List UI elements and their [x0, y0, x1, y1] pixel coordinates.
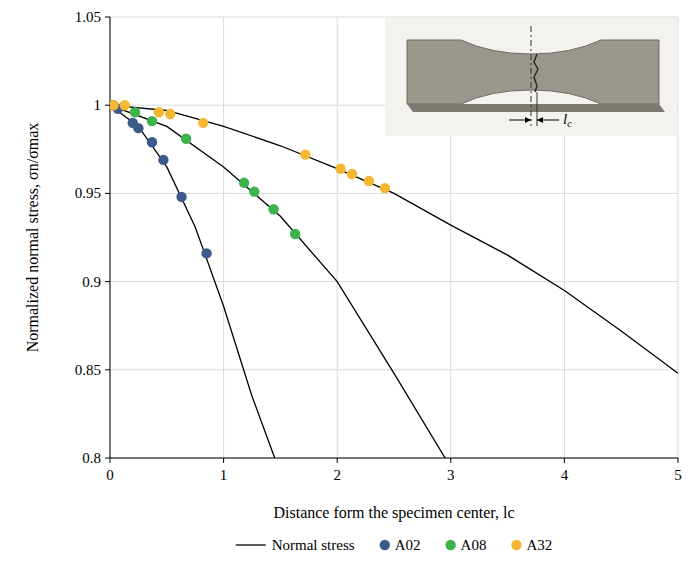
legend-swatch: [511, 540, 521, 550]
legend-label: A32: [526, 537, 552, 553]
inset-label: lc: [563, 111, 572, 129]
tick-mark: [564, 458, 565, 463]
data-point: [176, 192, 186, 202]
tick-label: 4: [561, 467, 569, 483]
legend: Normal stress A02 A08 A32: [236, 537, 553, 553]
grid-line: [110, 17, 678, 18]
tick-mark: [450, 458, 451, 463]
tick-label: 2: [333, 467, 341, 483]
grid-line: [110, 17, 111, 458]
y-axis: [110, 17, 111, 458]
legend-item: A02: [380, 537, 421, 553]
data-point: [110, 100, 119, 110]
legend-item: A08: [445, 537, 486, 553]
arrow-head: [525, 117, 531, 123]
grid-line: [223, 17, 224, 458]
tick-label: 1: [94, 97, 102, 113]
data-point: [158, 155, 168, 165]
tick-mark: [337, 458, 338, 463]
data-point: [147, 137, 157, 147]
tick-label: 0.85: [75, 362, 101, 378]
tick-mark: [678, 458, 679, 463]
data-point: [347, 169, 357, 179]
legend-swatch: [236, 544, 266, 545]
tick-label: 3: [447, 467, 455, 483]
grid-line: [110, 281, 678, 282]
data-point: [147, 116, 157, 126]
data-point: [201, 248, 211, 258]
tick-mark: [105, 105, 110, 106]
legend-label: Normal stress: [272, 537, 355, 553]
tick-label: 1: [220, 467, 228, 483]
tick-mark: [105, 458, 110, 459]
y-axis-title: Normalized normal stress, σn/σmax: [24, 123, 41, 353]
grid-line: [337, 17, 338, 458]
tick-label: 5: [674, 467, 682, 483]
tick-mark: [105, 369, 110, 370]
data-point: [133, 123, 143, 133]
data-point: [181, 134, 191, 144]
data-point: [380, 183, 390, 193]
arrow-head: [537, 117, 543, 123]
data-point: [300, 149, 310, 159]
specimen-side: [407, 104, 665, 112]
grid-line: [678, 17, 679, 458]
data-point: [154, 107, 164, 117]
tick-mark: [105, 281, 110, 282]
data-point: [239, 178, 249, 188]
crack: [534, 54, 538, 92]
background: [0, 0, 697, 579]
specimen: [407, 40, 659, 104]
grid-line: [110, 458, 678, 459]
tick-label: 0.8: [82, 450, 101, 466]
data-point: [165, 109, 175, 119]
tick-label: 1.05: [75, 9, 101, 25]
inset-label-sub: c: [567, 118, 572, 129]
stress-line: [110, 105, 678, 458]
grid-line: [110, 369, 678, 370]
data-point: [130, 107, 140, 117]
data-point: [290, 229, 300, 239]
tick-label: 0: [106, 467, 114, 483]
center-line: [531, 26, 532, 126]
legend-label: A02: [395, 537, 421, 553]
inset-background: [385, 18, 677, 136]
data-point: [364, 176, 374, 186]
legend-swatch: [445, 540, 455, 550]
plot-data: [110, 100, 678, 458]
tick-mark: [223, 458, 224, 463]
tick-mark: [110, 458, 111, 463]
data-point: [268, 204, 278, 214]
data-point: [249, 186, 259, 196]
crack-line: [537, 92, 538, 126]
legend-item: A32: [511, 537, 552, 553]
x-axis: [110, 458, 678, 459]
legend-label: A08: [461, 537, 487, 553]
x-axis-title: Distance form the specimen center, lc: [273, 504, 514, 522]
tick-label: 0.95: [75, 185, 101, 201]
tick-mark: [105, 193, 110, 194]
tick-label: 0.9: [82, 274, 101, 290]
data-point: [335, 164, 345, 174]
legend-swatch: [380, 540, 390, 550]
inset-photo: lc: [385, 18, 677, 136]
chart: 0 1 2 3 4 5 0.8 0.85 0.9 0.95 1 1.05 lc Distance form…: [0, 0, 697, 579]
grid: [110, 17, 678, 458]
legend-item: Normal stress: [236, 537, 355, 553]
data-point: [198, 118, 208, 128]
tick-mark: [105, 17, 110, 18]
data-point: [120, 100, 130, 110]
